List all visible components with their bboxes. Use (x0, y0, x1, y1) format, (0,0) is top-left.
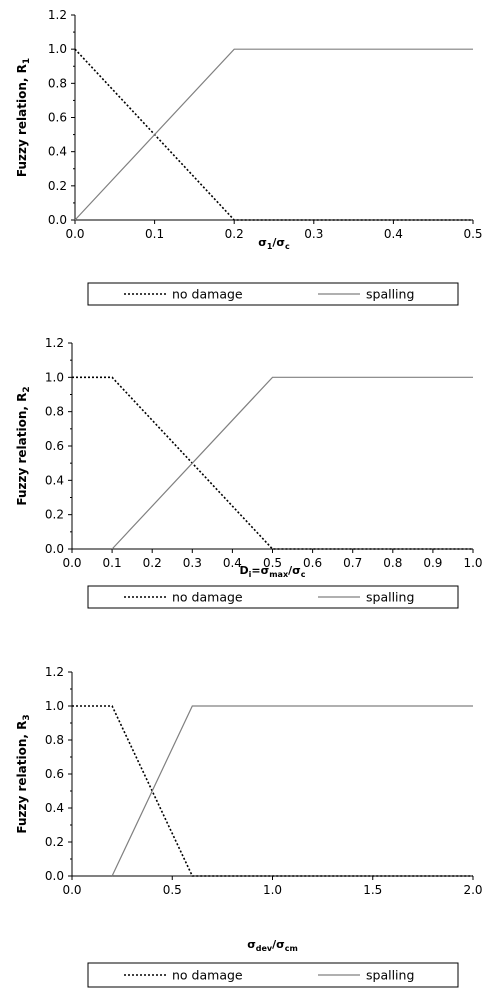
y-tick-label: 1.2 (45, 665, 64, 679)
y-tick-label: 0.2 (48, 179, 67, 193)
legend-label: no damage (172, 287, 243, 302)
legend-label: no damage (172, 590, 243, 605)
legend-label: spalling (366, 287, 414, 302)
chart-2: 0.0 0.2 0.4 0.6 0.8 1.0 1.2 0.0 0.1 0.2 0.3 0.4 0.5 0… (15, 336, 483, 609)
x-axis-label: σdev/σcm (247, 938, 298, 953)
legend: no damage spalling (87, 282, 459, 306)
x-tick-label: 0.0 (62, 883, 81, 897)
legend: no damage spalling (87, 585, 459, 609)
legend-label: spalling (366, 968, 414, 983)
y-tick-label: 0.8 (48, 76, 67, 90)
y-tick-label: 0.0 (48, 213, 67, 227)
series-line-spalling (111, 376, 473, 550)
y-tick-label: 0.6 (45, 439, 64, 453)
x-tick-label: 0.1 (103, 556, 122, 570)
legend-label: no damage (172, 968, 243, 983)
x-axis-label: Di=σmax/σc (240, 564, 306, 579)
series-line-spalling (74, 48, 473, 221)
y-tick-label: 1.2 (45, 336, 64, 350)
y-tick-label: 0.2 (45, 508, 64, 522)
y-tick-label: 1.0 (45, 370, 64, 384)
x-tick-label: 0.5 (163, 883, 182, 897)
series-line-no-damage (74, 48, 473, 221)
y-tick-label: 1.0 (48, 42, 67, 56)
y-tick-label: 0.0 (45, 542, 64, 556)
x-tick-label: 0.5 (263, 556, 282, 570)
x-tick-label: 1.0 (263, 883, 282, 897)
x-tick-label: 0.8 (383, 556, 402, 570)
x-axis-label: σ1/σc (258, 236, 290, 251)
x-tick-label: 0.9 (423, 556, 442, 570)
x-tick-label: 0.3 (304, 227, 323, 241)
series-line-spalling (111, 705, 473, 877)
x-tick-label: 0.2 (225, 227, 244, 241)
y-tick-label: 0.4 (48, 145, 67, 159)
x-tick-label: 0.6 (303, 556, 322, 570)
series-line-no-damage (72, 376, 473, 550)
chart-3: 0.0 0.2 0.4 0.6 0.8 1.0 1.2 0.0 0.5 1.0 1.5 2.0 Fuzz… (15, 665, 483, 988)
y-tick-label: 0.4 (45, 801, 64, 815)
y-tick-label: 1.0 (45, 699, 64, 713)
x-tick-label: 2.0 (463, 883, 482, 897)
y-tick-label: 0.0 (45, 869, 64, 883)
legend-box (87, 585, 459, 609)
y-axis-label: Fuzzy relation, R1 (15, 58, 32, 177)
y-tick-label: 1.2 (48, 8, 67, 22)
x-tick-label: 0.5 (463, 227, 482, 241)
y-axis-label: Fuzzy relation, R3 (15, 714, 32, 833)
legend-box (87, 282, 459, 306)
x-tick-label: 0.4 (384, 227, 403, 241)
y-tick-label: 0.8 (45, 733, 64, 747)
x-tick-label: 0.4 (223, 556, 242, 570)
x-tick-label: 0.0 (62, 556, 81, 570)
y-tick-label: 0.6 (45, 767, 64, 781)
y-tick-label: 0.4 (45, 473, 64, 487)
series-line-no-damage (72, 705, 473, 877)
x-tick-label: 0.0 (65, 227, 84, 241)
x-tick-label: 0.1 (145, 227, 164, 241)
x-tick-label: 1.5 (363, 883, 382, 897)
legend-label: spalling (366, 590, 414, 605)
y-tick-label: 0.8 (45, 405, 64, 419)
y-tick-label: 0.6 (48, 111, 67, 125)
x-tick-label: 0.7 (343, 556, 362, 570)
legend: no damage spalling (87, 962, 459, 988)
y-axis-label: Fuzzy relation, R2 (15, 386, 32, 505)
y-tick-label: 0.2 (45, 835, 64, 849)
x-tick-label: 0.3 (183, 556, 202, 570)
chart-1: 0.0 0.2 0.4 0.6 0.8 1.0 1.2 0.0 0.1 0.2 0.3 0.4 0.5 F… (15, 8, 483, 306)
x-tick-label: 0.2 (143, 556, 162, 570)
x-tick-label: 1.0 (463, 556, 482, 570)
